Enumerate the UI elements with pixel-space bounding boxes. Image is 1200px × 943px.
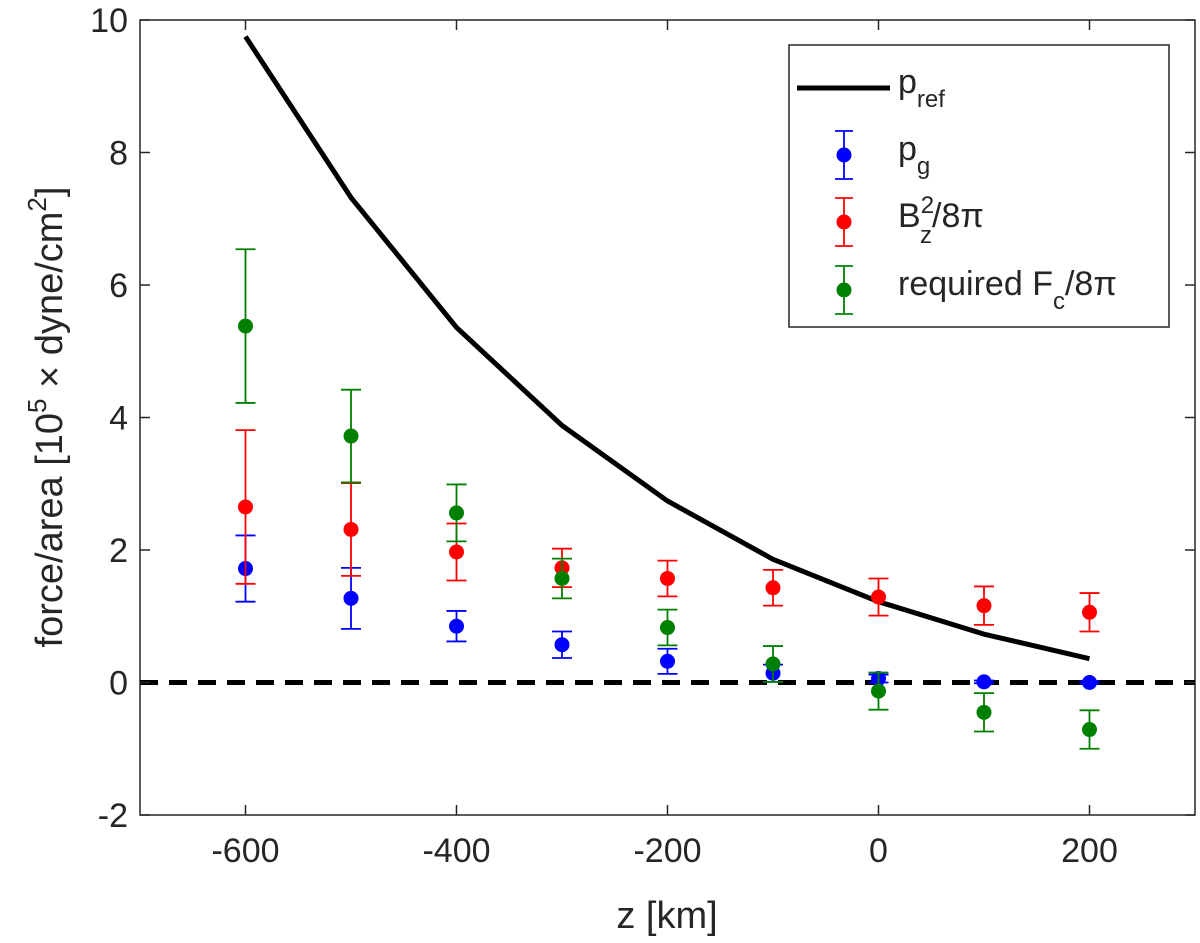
y-tick-label: 4 xyxy=(109,400,128,438)
legend-swatch-marker xyxy=(836,147,852,163)
x-axis-label: z [km] xyxy=(616,895,717,937)
data-point xyxy=(449,618,464,634)
series-bz-2-8pi xyxy=(235,429,1100,633)
data-point xyxy=(976,704,992,720)
data-point xyxy=(238,318,253,334)
data-point xyxy=(976,674,992,690)
series-layer xyxy=(235,35,1100,750)
y-tick-label: 8 xyxy=(109,135,128,173)
data-point xyxy=(1082,604,1097,620)
x-tick-label: -200 xyxy=(633,832,701,870)
data-point xyxy=(1082,675,1097,690)
data-point xyxy=(449,505,464,521)
legend-box xyxy=(788,44,1170,328)
legend-label-superscript: 2 xyxy=(921,192,934,219)
y-tick-label: 2 xyxy=(109,532,128,570)
data-point xyxy=(449,544,464,560)
data-point xyxy=(871,683,886,699)
data-point xyxy=(343,428,359,444)
x-tick-label: 200 xyxy=(1061,832,1118,870)
legend-label: B2 z/8π xyxy=(898,192,984,249)
legend-swatch-marker xyxy=(836,214,852,230)
data-point xyxy=(660,620,675,636)
legend-label-tail: /8π xyxy=(1065,265,1117,303)
y-axis-label-prefix: force/area [10 xyxy=(29,413,71,647)
data-point xyxy=(765,580,781,596)
x-tick-label: -600 xyxy=(211,832,279,870)
data-point xyxy=(1082,722,1097,738)
y-tick-label: -2 xyxy=(98,797,128,835)
legend-label-subscript: c xyxy=(1053,288,1065,315)
legend-item: B2 z/8π xyxy=(835,192,984,249)
series-required-fc-8pi xyxy=(235,248,1100,750)
y-tick-label: 0 xyxy=(109,665,128,703)
legend-item: required Fc/8π xyxy=(835,265,1117,315)
legend-label-tail: /8π xyxy=(932,197,984,235)
x-tick-label: -400 xyxy=(422,832,490,870)
y-axis-label-suffix: ] xyxy=(29,187,71,198)
y-tick-label: 6 xyxy=(109,267,128,305)
legend-label-subscript: z xyxy=(920,222,932,249)
legend-label: pref xyxy=(898,63,945,113)
series-p-ref xyxy=(243,35,1091,662)
data-point xyxy=(554,570,570,586)
data-point xyxy=(976,598,992,614)
data-point xyxy=(238,499,253,515)
ticks-layer: -600 -400 -200 0 200 -2 0 2 4 6 8 10 xyxy=(90,2,1195,870)
legend-label-base: p xyxy=(898,63,917,101)
x-tick-label: 0 xyxy=(869,832,888,870)
legend-label: required Fc/8π xyxy=(898,265,1117,315)
y-axis-label: force/area [105 × dyne/cm2] xyxy=(22,187,71,648)
data-point xyxy=(871,589,886,605)
legend-label-base: p xyxy=(898,130,917,168)
series-line xyxy=(243,35,1091,662)
legend-label-subscript: g xyxy=(917,153,930,180)
data-point xyxy=(660,653,675,669)
y-tick-label: 10 xyxy=(90,2,128,40)
legend-label-base: required F xyxy=(898,265,1053,303)
y-axis-label-exponent-1: 5 xyxy=(22,399,52,413)
data-point xyxy=(343,590,359,606)
legend-item: pref xyxy=(797,63,945,113)
data-point xyxy=(765,656,781,672)
legend-label-subscript: ref xyxy=(917,86,945,113)
data-point xyxy=(343,521,359,537)
legend-label-base: B xyxy=(898,197,921,235)
data-point xyxy=(554,637,570,653)
legend-label: pg xyxy=(898,130,930,180)
y-axis-label-middle: × dyne/cm xyxy=(29,212,71,399)
y-axis-label-exponent-2: 2 xyxy=(22,197,52,211)
legend-item: pg xyxy=(835,130,930,180)
data-point xyxy=(660,570,675,586)
legend-swatch-marker xyxy=(836,282,852,298)
